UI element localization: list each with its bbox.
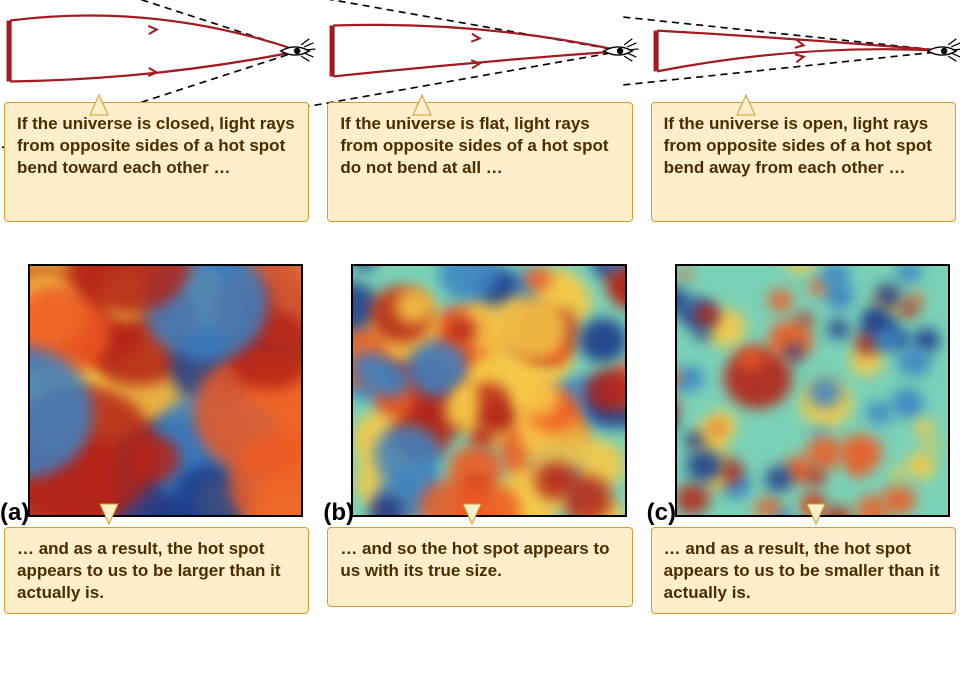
callout-text: If the universe is closed, light rays fr…: [4, 102, 309, 222]
callout-text: … and as a result, the hot spot appears …: [651, 527, 956, 614]
callout-text: If the universe is open, light rays from…: [651, 102, 956, 222]
ray-diagram-open: [651, 6, 956, 96]
ray-svg: [651, 6, 956, 96]
callout-bottom-c: … and as a result, the hot spot appears …: [651, 527, 956, 621]
panel-label: (b): [323, 499, 354, 527]
callout-bottom-a: … and as a result, the hot spot appears …: [4, 527, 309, 621]
universe-geometry-figure: If the universe is closed, light rays fr…: [0, 0, 960, 687]
callout-top-b: If the universe is flat, light rays from…: [327, 102, 632, 246]
ray-svg: [327, 6, 632, 96]
cmb-map-c: (c): [651, 246, 956, 521]
callout-top-c: If the universe is open, light rays from…: [651, 102, 956, 246]
panel-label: (a): [0, 499, 29, 527]
callout-bottom-b: … and so the hot spot appears to us with…: [327, 527, 632, 621]
callout-text: If the universe is flat, light rays from…: [327, 102, 632, 222]
callout-text: … and so the hot spot appears to us with…: [327, 527, 632, 607]
ray-diagram-flat: [327, 6, 632, 96]
cmb-map-b: (b): [327, 246, 632, 521]
ray-svg: [4, 6, 309, 96]
panel-label: (c): [647, 499, 676, 527]
callout-text: … and as a result, the hot spot appears …: [4, 527, 309, 614]
cmb-map-a: (a): [4, 246, 309, 521]
callout-top-a: If the universe is closed, light rays fr…: [4, 102, 309, 246]
ray-diagram-closed: [4, 6, 309, 96]
